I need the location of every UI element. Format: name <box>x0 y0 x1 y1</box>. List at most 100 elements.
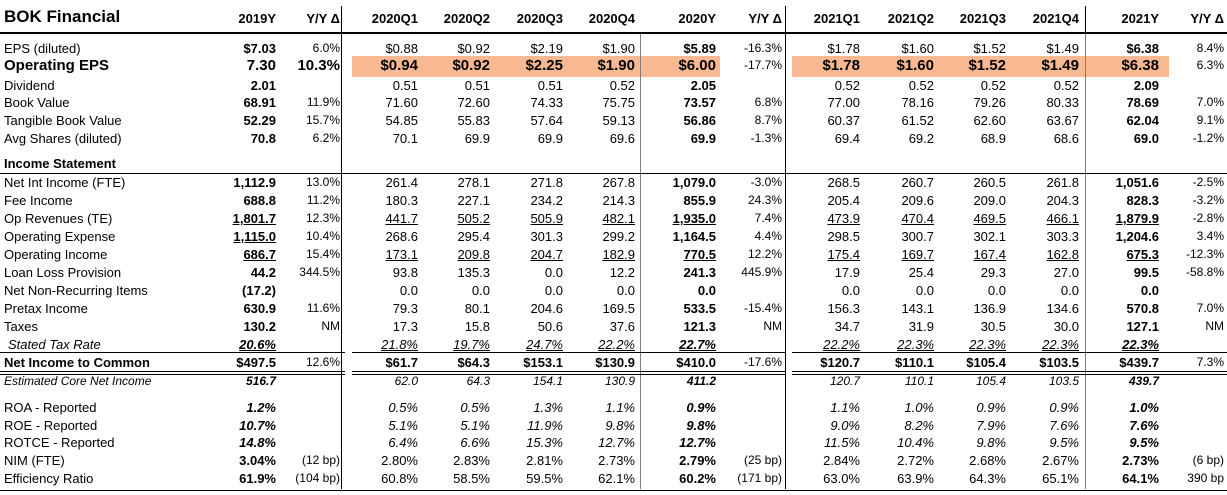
row-divider <box>352 352 785 353</box>
table-cell: 0.9% <box>686 400 716 415</box>
table-cell: 29.3 <box>980 265 1006 280</box>
row-divider <box>0 371 345 372</box>
table-cell: 0.0 <box>544 283 563 298</box>
table-cell: 14.8% <box>239 435 276 450</box>
table-cell: 505.2 <box>457 211 490 226</box>
table-cell: 69.2 <box>908 131 934 146</box>
table-cell: $1.49 <box>1041 57 1079 74</box>
table-cell: 58.5% <box>453 471 490 486</box>
table-cell: 271.8 <box>530 175 563 190</box>
table-cell: 134.6 <box>1046 301 1079 316</box>
table-cell: 630.9 <box>243 301 276 316</box>
row-label: NIM (FTE) <box>4 453 65 468</box>
table-cell: 62.04 <box>1126 113 1159 128</box>
table-cell: 1.0% <box>1129 400 1159 415</box>
row-label: EPS (diluted) <box>4 41 81 56</box>
table-cell: $1.90 <box>597 57 635 74</box>
table-cell: 20.6% <box>239 337 276 352</box>
table-cell: 9.5% <box>1049 435 1079 450</box>
column-header: Y/Y Δ <box>748 11 782 26</box>
table-cell: -12.3% <box>1185 247 1224 261</box>
table-cell: $0.92 <box>457 41 490 56</box>
table-cell: 302.1 <box>973 229 1006 244</box>
table-cell: 470.4 <box>901 211 934 226</box>
table-cell: 12.3% <box>305 211 340 225</box>
column-header: Y/Y Δ <box>306 11 340 26</box>
table-cell: 10.3% <box>297 57 340 74</box>
table-cell: 0.52 <box>609 78 635 93</box>
table-cell: 2.81% <box>526 453 563 468</box>
table-cell: $153.1 <box>523 355 563 370</box>
table-cell: -3.2% <box>1192 193 1224 207</box>
table-cell: $64.3 <box>457 355 490 370</box>
table-cell: 2.80% <box>381 453 418 468</box>
column-divider <box>341 6 342 489</box>
table-cell: 298.5 <box>827 229 860 244</box>
table-cell: 0.51 <box>464 78 490 93</box>
table-cell: 0.52 <box>980 78 1006 93</box>
table-cell: 482.1 <box>602 211 635 226</box>
table-cell: 204.7 <box>530 247 563 262</box>
table-cell: 60.37 <box>827 113 860 128</box>
table-cell: 688.8 <box>243 193 276 208</box>
table-cell: 169.5 <box>602 301 635 316</box>
table-cell: 63.67 <box>1046 113 1079 128</box>
row-label: Loan Loss Provision <box>4 265 122 280</box>
table-cell: 7.6% <box>1049 418 1079 433</box>
table-cell: -17.6% <box>743 355 782 369</box>
column-header: 2021Q4 <box>1032 11 1079 26</box>
table-cell: 0.0 <box>1140 283 1159 298</box>
table-cell: 8.2% <box>904 418 934 433</box>
table-cell: 300.7 <box>901 229 934 244</box>
column-header: 2021Q1 <box>813 11 860 26</box>
table-cell: 9.0% <box>830 418 860 433</box>
column-divider <box>1085 32 1086 489</box>
table-cell: 60.2% <box>679 471 716 486</box>
table-cell: 75.75 <box>602 95 635 110</box>
table-cell: 1,935.0 <box>672 211 716 226</box>
row-label: Fee Income <box>4 193 73 208</box>
table-cell: 8.4% <box>1196 41 1224 55</box>
table-cell: $1.90 <box>602 41 635 56</box>
table-cell: -15.4% <box>743 301 782 315</box>
table-cell: 0.9% <box>1049 400 1079 415</box>
table-cell: 11.9% <box>527 418 563 433</box>
table-cell: 2.68% <box>969 453 1006 468</box>
row-label: Income Statement <box>4 156 116 171</box>
row-label: Avg Shares (diluted) <box>4 131 122 146</box>
table-cell: 441.7 <box>385 211 418 226</box>
table-cell: 9.8% <box>686 418 716 433</box>
table-cell: 7.0% <box>1196 301 1224 315</box>
table-cell: 278.1 <box>457 175 490 190</box>
table-cell: $103.5 <box>1039 355 1079 370</box>
table-cell: 390 bp <box>1187 471 1224 485</box>
table-cell: 74.33 <box>530 95 563 110</box>
table-cell: 7.30 <box>246 57 276 74</box>
table-cell: 24.3% <box>747 193 782 207</box>
table-cell: 1.1% <box>605 400 635 415</box>
table-cell: 2.73% <box>598 453 635 468</box>
table-cell: 22.3% <box>969 337 1006 352</box>
table-cell: 22.2% <box>598 337 635 352</box>
table-cell: 2.67% <box>1042 453 1079 468</box>
table-cell: (171 bp) <box>737 471 782 485</box>
table-cell: 136.9 <box>973 301 1006 316</box>
table-cell: 0.9% <box>976 400 1006 415</box>
table-cell: 24.7% <box>526 337 563 352</box>
table-cell: -1.3% <box>750 131 782 145</box>
table-cell: 2.73% <box>1122 453 1159 468</box>
table-cell: 69.6 <box>609 131 635 146</box>
table-cell: $5.89 <box>683 41 716 56</box>
table-cell: 11.6% <box>306 301 340 315</box>
table-cell: 1,115.0 <box>233 229 276 244</box>
table-cell: $2.19 <box>530 41 563 56</box>
row-label: Operating EPS <box>4 57 110 74</box>
table-cell: 2.09 <box>1133 78 1159 93</box>
table-cell: 6.0% <box>312 41 340 55</box>
table-cell: 1,801.7 <box>232 211 276 226</box>
column-header: Y/Y Δ <box>1190 11 1224 26</box>
table-cell: $6.38 <box>1126 41 1159 56</box>
table-cell: 1,051.6 <box>1115 175 1159 190</box>
row-label: Book Value <box>4 95 70 110</box>
table-cell: 68.9 <box>980 131 1006 146</box>
